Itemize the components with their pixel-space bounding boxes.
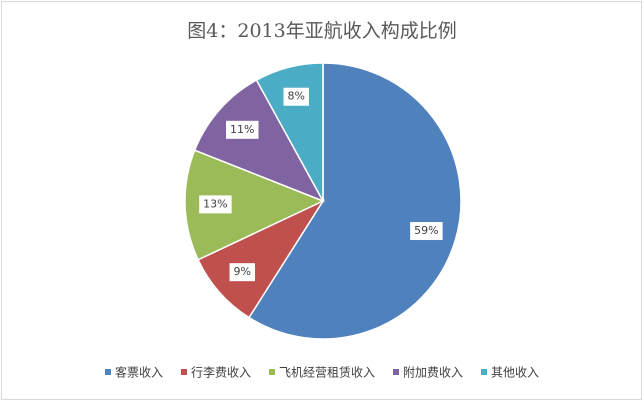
data-label: 11% bbox=[226, 120, 259, 139]
pie-slice bbox=[184, 149, 325, 261]
pie-slice bbox=[193, 79, 325, 203]
legend-swatch bbox=[268, 369, 275, 375]
legend-swatch bbox=[481, 369, 488, 375]
data-label-box bbox=[229, 263, 255, 282]
data-label-text: 8% bbox=[288, 90, 305, 103]
data-label-text: 59% bbox=[414, 224, 438, 237]
legend-label: 行李费收入 bbox=[191, 365, 251, 380]
pie-slice bbox=[248, 62, 462, 340]
legend-label: 飞机经营租赁收入 bbox=[279, 366, 375, 380]
data-label-text: 13% bbox=[203, 197, 227, 210]
data-label-text: 11% bbox=[230, 123, 254, 136]
data-label: 8% bbox=[283, 87, 309, 106]
data-label: 9% bbox=[229, 263, 255, 282]
data-label-box bbox=[199, 195, 232, 214]
data-label-text: 9% bbox=[234, 265, 251, 278]
data-label-box bbox=[410, 222, 443, 241]
data-label: 59% bbox=[410, 222, 443, 241]
legend: 客票收入 行李费收入 飞机经营租赁收入 附加费收入 其他收入 bbox=[104, 365, 539, 380]
legend-swatch bbox=[393, 369, 400, 375]
legend-label: 客票收入 bbox=[115, 365, 163, 380]
legend-swatch bbox=[104, 369, 111, 375]
data-label: 13% bbox=[199, 195, 232, 214]
data-label-box bbox=[226, 120, 259, 139]
legend-swatch bbox=[180, 369, 187, 375]
legend-label: 其他收入 bbox=[491, 366, 539, 380]
chart-title: 图4：2013年亚航收入构成比例 bbox=[187, 20, 456, 42]
legend-label: 附加费收入 bbox=[403, 366, 463, 380]
data-label-box bbox=[283, 87, 309, 106]
